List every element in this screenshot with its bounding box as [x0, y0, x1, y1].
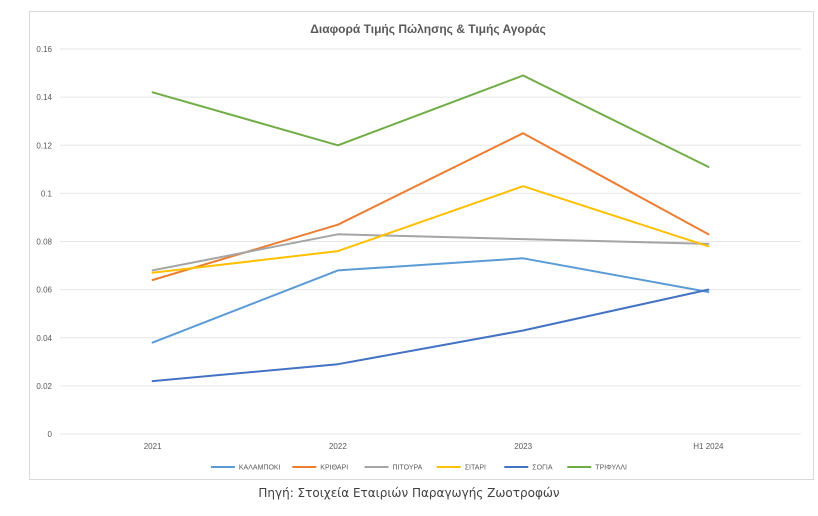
y-tick-label: 0.1: [41, 189, 53, 198]
legend-label: ΣΟΓΙΑ: [532, 465, 553, 472]
y-tick-label: 0.02: [36, 382, 52, 391]
y-axis-ticks: 0 0.02 0.04 0.06 0.08 0.1 0.12 0.14 0.16: [36, 45, 52, 439]
y-tick-label: 0.06: [36, 286, 52, 295]
legend-label: ΚΡΙΘΑΡΙ: [320, 465, 348, 472]
y-tick-label: 0.08: [36, 238, 52, 247]
legend-label: ΣΙΤΑΡΙ: [465, 465, 486, 472]
series-line-3: [151, 185, 710, 274]
x-tick-label: 2023: [514, 442, 532, 451]
series-line-2: [151, 233, 710, 272]
chart-title: Διαφορά Τιμής Πώλησης & Τιμής Αγοράς: [310, 22, 546, 36]
legend-item: ΚΑΛΑΜΠΟΚΙ: [210, 465, 281, 472]
y-tick-label: 0.16: [36, 45, 52, 54]
y-tick-label: 0.14: [36, 93, 52, 102]
series-line-4: [151, 288, 710, 383]
legend-item: ΣΟΓΙΑ: [504, 465, 553, 472]
legend-label: ΠΙΤΟΥΡΑ: [393, 465, 423, 472]
series-line-5: [151, 74, 710, 168]
legend-item: ΚΡΙΘΑΡΙ: [292, 465, 348, 472]
legend-label: ΤΡΙΦΥΛΛΙ: [595, 465, 627, 472]
legend-item: ΣΙΤΑΡΙ: [436, 465, 486, 472]
legend-label: ΚΑΛΑΜΠΟΚΙ: [239, 465, 281, 472]
legend-item: ΠΙΤΟΥΡΑ: [364, 465, 423, 472]
x-tick-label: 2021: [144, 442, 162, 451]
y-tick-label: 0: [48, 430, 53, 439]
x-tick-label: H1 2024: [693, 442, 724, 451]
series-line-0: [151, 257, 710, 344]
line-chart: Διαφορά Τιμής Πώλησης & Τιμής Αγοράς 0 0.…: [36, 22, 801, 472]
series-lines: [151, 74, 710, 383]
x-tick-label: 2022: [329, 442, 347, 451]
y-tick-label: 0.12: [36, 141, 52, 150]
legend-item: ΤΡΙΦΥΛΛΙ: [567, 465, 627, 472]
source-note: Πηγή: Στοιχεία Εταιριών Παραγωγής Ζωοτρο…: [258, 486, 560, 500]
chart-frame: Διαφορά Τιμής Πώλησης & Τιμής Αγοράς 0 0.…: [29, 11, 814, 480]
x-axis-ticks: 2021 2022 2023 H1 2024: [144, 442, 724, 451]
gridlines: [60, 48, 801, 435]
y-tick-label: 0.04: [36, 334, 52, 343]
legend: ΚΑΛΑΜΠΟΚΙ ΚΡΙΘΑΡΙ ΠΙΤΟΥΡΑ ΣΙΤΑΡΙ ΣΟΓΙΑ ΤΡΙΦΥΛ…: [210, 465, 627, 472]
series-line-1: [151, 132, 710, 281]
